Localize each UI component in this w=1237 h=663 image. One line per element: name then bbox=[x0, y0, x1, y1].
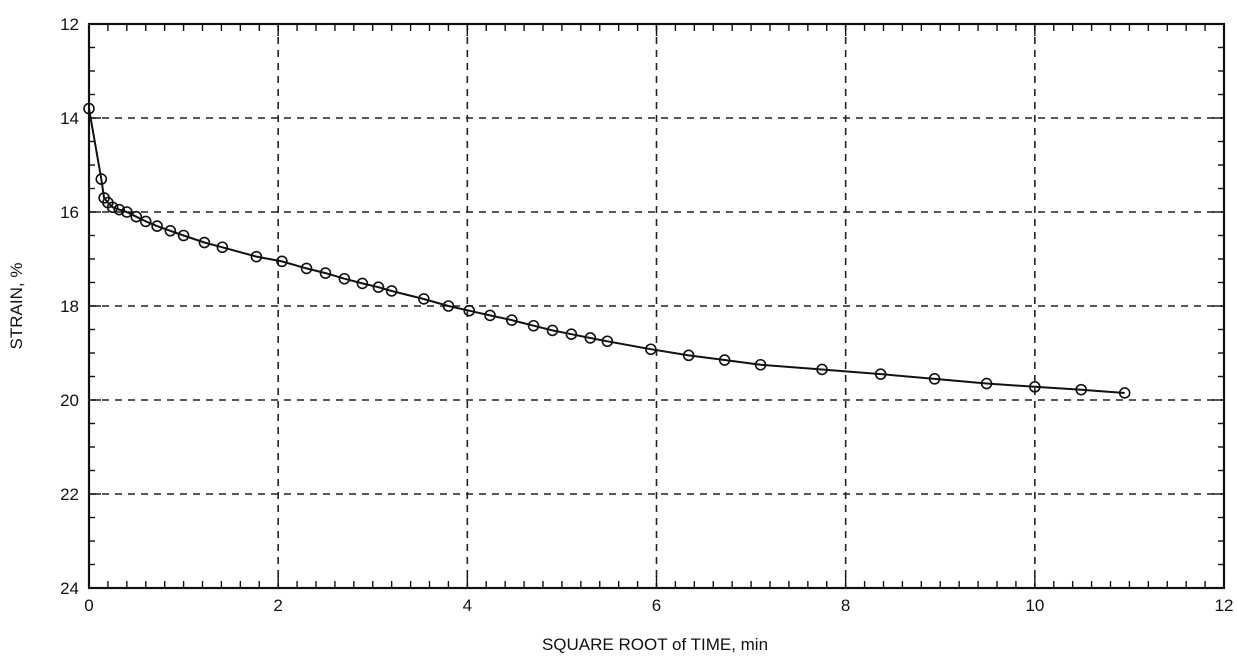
x-tick-label: 10 bbox=[1025, 596, 1044, 615]
data-point-marker bbox=[356, 277, 369, 290]
data-series bbox=[83, 102, 1131, 399]
data-point-marker bbox=[527, 319, 540, 332]
data-point-marker bbox=[928, 373, 941, 385]
data-point-marker bbox=[385, 285, 398, 297]
data-point-marker bbox=[442, 300, 455, 312]
y-tick-label: 14 bbox=[60, 109, 79, 128]
x-tick-label: 6 bbox=[652, 596, 661, 615]
data-point-marker bbox=[601, 335, 614, 348]
data-point-marker bbox=[250, 250, 263, 263]
data-point-marker bbox=[106, 201, 119, 214]
y-tick-label: 22 bbox=[60, 485, 79, 504]
data-point-marker bbox=[177, 229, 190, 242]
y-tick-label: 18 bbox=[60, 297, 79, 316]
data-point-marker bbox=[198, 236, 211, 249]
data-point-marker bbox=[319, 267, 332, 279]
data-point-marker bbox=[1075, 383, 1087, 396]
series-line bbox=[88, 108, 1125, 394]
data-point-marker bbox=[484, 309, 496, 322]
data-point-marker bbox=[113, 203, 126, 216]
x-tick-label: 2 bbox=[273, 596, 282, 615]
x-tick-label: 0 bbox=[84, 596, 93, 615]
data-point-marker bbox=[584, 332, 597, 344]
data-point-marker bbox=[300, 262, 313, 275]
data-point-marker bbox=[682, 349, 695, 362]
data-point-marker bbox=[565, 328, 578, 341]
x-tick-label: 4 bbox=[463, 596, 472, 615]
data-point-marker bbox=[874, 368, 887, 380]
data-point-marker bbox=[276, 255, 288, 268]
data-point-marker bbox=[645, 343, 657, 356]
data-point-marker bbox=[546, 324, 559, 337]
data-point-marker bbox=[754, 358, 767, 371]
data-point-marker bbox=[980, 377, 993, 390]
data-point-marker bbox=[816, 363, 828, 376]
data-point-marker bbox=[1118, 387, 1131, 399]
y-axis-title: STRAIN, % bbox=[7, 263, 26, 350]
y-tick-label: 16 bbox=[60, 203, 79, 222]
tick-marks bbox=[88, 23, 1225, 589]
data-point-marker bbox=[151, 220, 163, 232]
x-axis-title: SQUARE ROOT of TIME, min bbox=[542, 635, 768, 654]
y-tick-label: 12 bbox=[60, 15, 79, 34]
y-tick-label: 24 bbox=[60, 579, 79, 598]
data-point-marker bbox=[718, 354, 731, 366]
data-point-marker bbox=[139, 215, 152, 228]
y-tick-label: 20 bbox=[60, 391, 79, 410]
data-point-marker bbox=[83, 102, 95, 115]
data-point-marker bbox=[338, 272, 351, 285]
data-point-marker bbox=[505, 314, 518, 326]
x-tick-label: 12 bbox=[1215, 596, 1234, 615]
data-point-marker bbox=[121, 206, 133, 218]
data-point-marker bbox=[216, 241, 229, 254]
x-tick-label: 8 bbox=[841, 596, 850, 615]
data-point-marker bbox=[418, 293, 430, 305]
data-point-marker bbox=[463, 304, 476, 317]
grid-lines bbox=[89, 24, 1224, 588]
data-point-marker bbox=[130, 210, 143, 223]
data-point-marker bbox=[95, 173, 108, 185]
data-point-marker bbox=[372, 281, 385, 294]
data-point-marker bbox=[164, 225, 177, 237]
data-point-marker bbox=[1029, 381, 1041, 393]
